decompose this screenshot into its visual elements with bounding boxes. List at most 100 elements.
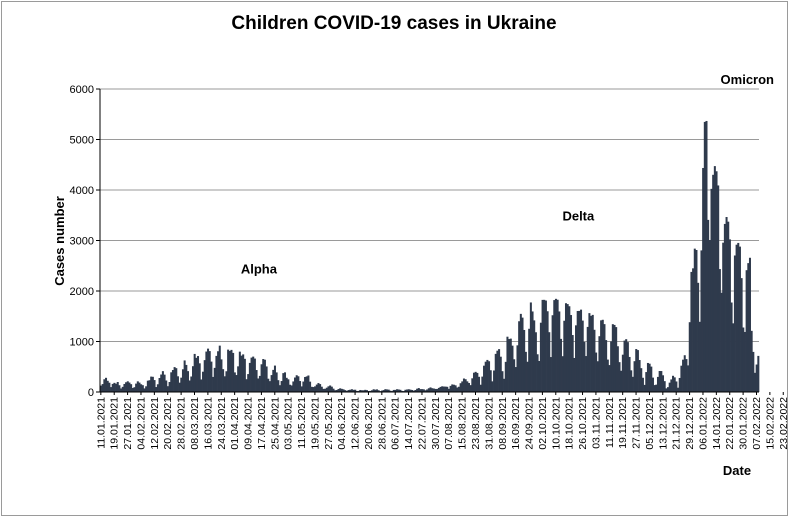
bar-66 <box>210 361 213 392</box>
bar-147 <box>345 390 348 392</box>
bar-157 <box>362 390 365 392</box>
bar-392 <box>755 364 758 392</box>
bar-297 <box>596 361 599 392</box>
x-tick-label-44: 29.12.2021 <box>684 397 696 450</box>
bar-7 <box>111 383 114 392</box>
bar-3 <box>105 377 108 392</box>
bar-357 <box>697 282 700 392</box>
x-tick-label-33: 02.10.2021 <box>537 397 549 450</box>
bar-124 <box>307 375 310 392</box>
bar-366 <box>712 174 715 392</box>
bar-28 <box>146 380 149 392</box>
bar-217 <box>462 378 465 392</box>
bar-298 <box>598 336 601 392</box>
bar-364 <box>708 240 711 392</box>
bar-242 <box>504 361 507 392</box>
x-axis-label: Date <box>723 463 751 478</box>
bar-209 <box>449 385 452 392</box>
bar-391 <box>753 372 757 392</box>
bar-86 <box>243 358 246 392</box>
bar-49 <box>181 369 184 392</box>
bar-17 <box>128 382 131 392</box>
bar-312 <box>621 354 624 392</box>
bar-51 <box>185 364 188 392</box>
bar-185 <box>409 389 412 392</box>
bar-172 <box>387 389 390 392</box>
bar-73 <box>222 369 225 392</box>
bar-281 <box>569 315 573 392</box>
bar-170 <box>384 389 387 392</box>
bar-325 <box>643 384 646 392</box>
x-tick-label-48: 30.01.2022 <box>738 397 750 450</box>
bar-111 <box>285 377 288 392</box>
bar-309 <box>616 346 619 392</box>
bar-240 <box>501 371 504 392</box>
bar-65 <box>208 351 211 392</box>
bar-304 <box>608 365 611 392</box>
bar-42 <box>170 372 173 392</box>
bar-380 <box>735 244 738 392</box>
bar-254 <box>524 351 527 392</box>
bar-89 <box>248 362 251 392</box>
bar-114 <box>290 385 293 392</box>
bar-329 <box>650 366 653 392</box>
bar-211 <box>452 384 455 392</box>
bar-20 <box>133 387 136 392</box>
bar-381 <box>737 242 740 392</box>
y-axis-label: Cases number <box>52 196 67 286</box>
bar-349 <box>683 355 686 392</box>
bar-91 <box>252 356 255 392</box>
bar-177 <box>396 389 399 392</box>
bar-145 <box>342 389 345 392</box>
bar-104 <box>273 365 276 392</box>
gridlines <box>100 88 759 342</box>
bar-41 <box>168 382 171 392</box>
bar-2 <box>103 379 106 392</box>
bar-205 <box>442 386 445 392</box>
bar-148 <box>347 390 350 392</box>
bar-138 <box>330 386 333 392</box>
bar-320 <box>635 349 638 392</box>
bar-187 <box>412 390 415 392</box>
bar-332 <box>655 384 658 392</box>
bar-200 <box>434 388 437 392</box>
x-tick-label-20: 20.06.2021 <box>363 397 375 450</box>
bar-246 <box>511 345 514 392</box>
bar-343 <box>673 377 676 392</box>
bar-247 <box>513 359 516 392</box>
bar-161 <box>369 390 372 392</box>
bar-195 <box>426 389 429 392</box>
x-tick-label-41: 05.12.2021 <box>644 397 656 450</box>
bar-18 <box>130 384 133 392</box>
x-tick-label-14: 03.05.2021 <box>283 397 295 450</box>
bar-44 <box>173 367 176 392</box>
bar-108 <box>280 381 283 392</box>
bar-97 <box>262 359 265 392</box>
x-tick-label-36: 26.10.2021 <box>577 397 589 450</box>
bar-384 <box>742 327 745 392</box>
bar-80 <box>233 372 236 392</box>
bar-259 <box>533 320 536 392</box>
bar-139 <box>332 388 335 392</box>
bar-231 <box>486 359 489 392</box>
bar-92 <box>253 358 256 392</box>
bar-249 <box>516 345 519 392</box>
x-tick-label-40: 27.11.2021 <box>631 397 643 449</box>
bar-48 <box>180 377 183 392</box>
bar-222 <box>471 378 474 392</box>
x-tick-label-24: 22.07.2021 <box>416 397 428 450</box>
bar-293 <box>590 315 593 392</box>
bar-184 <box>407 389 410 392</box>
bar-216 <box>461 381 464 392</box>
bar-155 <box>359 389 362 392</box>
y-tick-label-1000: 1000 <box>70 337 94 349</box>
bar-278 <box>564 303 568 392</box>
bar-291 <box>586 326 589 392</box>
bar-233 <box>489 370 492 392</box>
bar-277 <box>563 320 566 392</box>
bar-107 <box>278 385 281 392</box>
bar-193 <box>422 389 425 392</box>
bar-375 <box>727 221 730 392</box>
bar-136 <box>327 386 330 392</box>
bar-386 <box>745 270 748 392</box>
